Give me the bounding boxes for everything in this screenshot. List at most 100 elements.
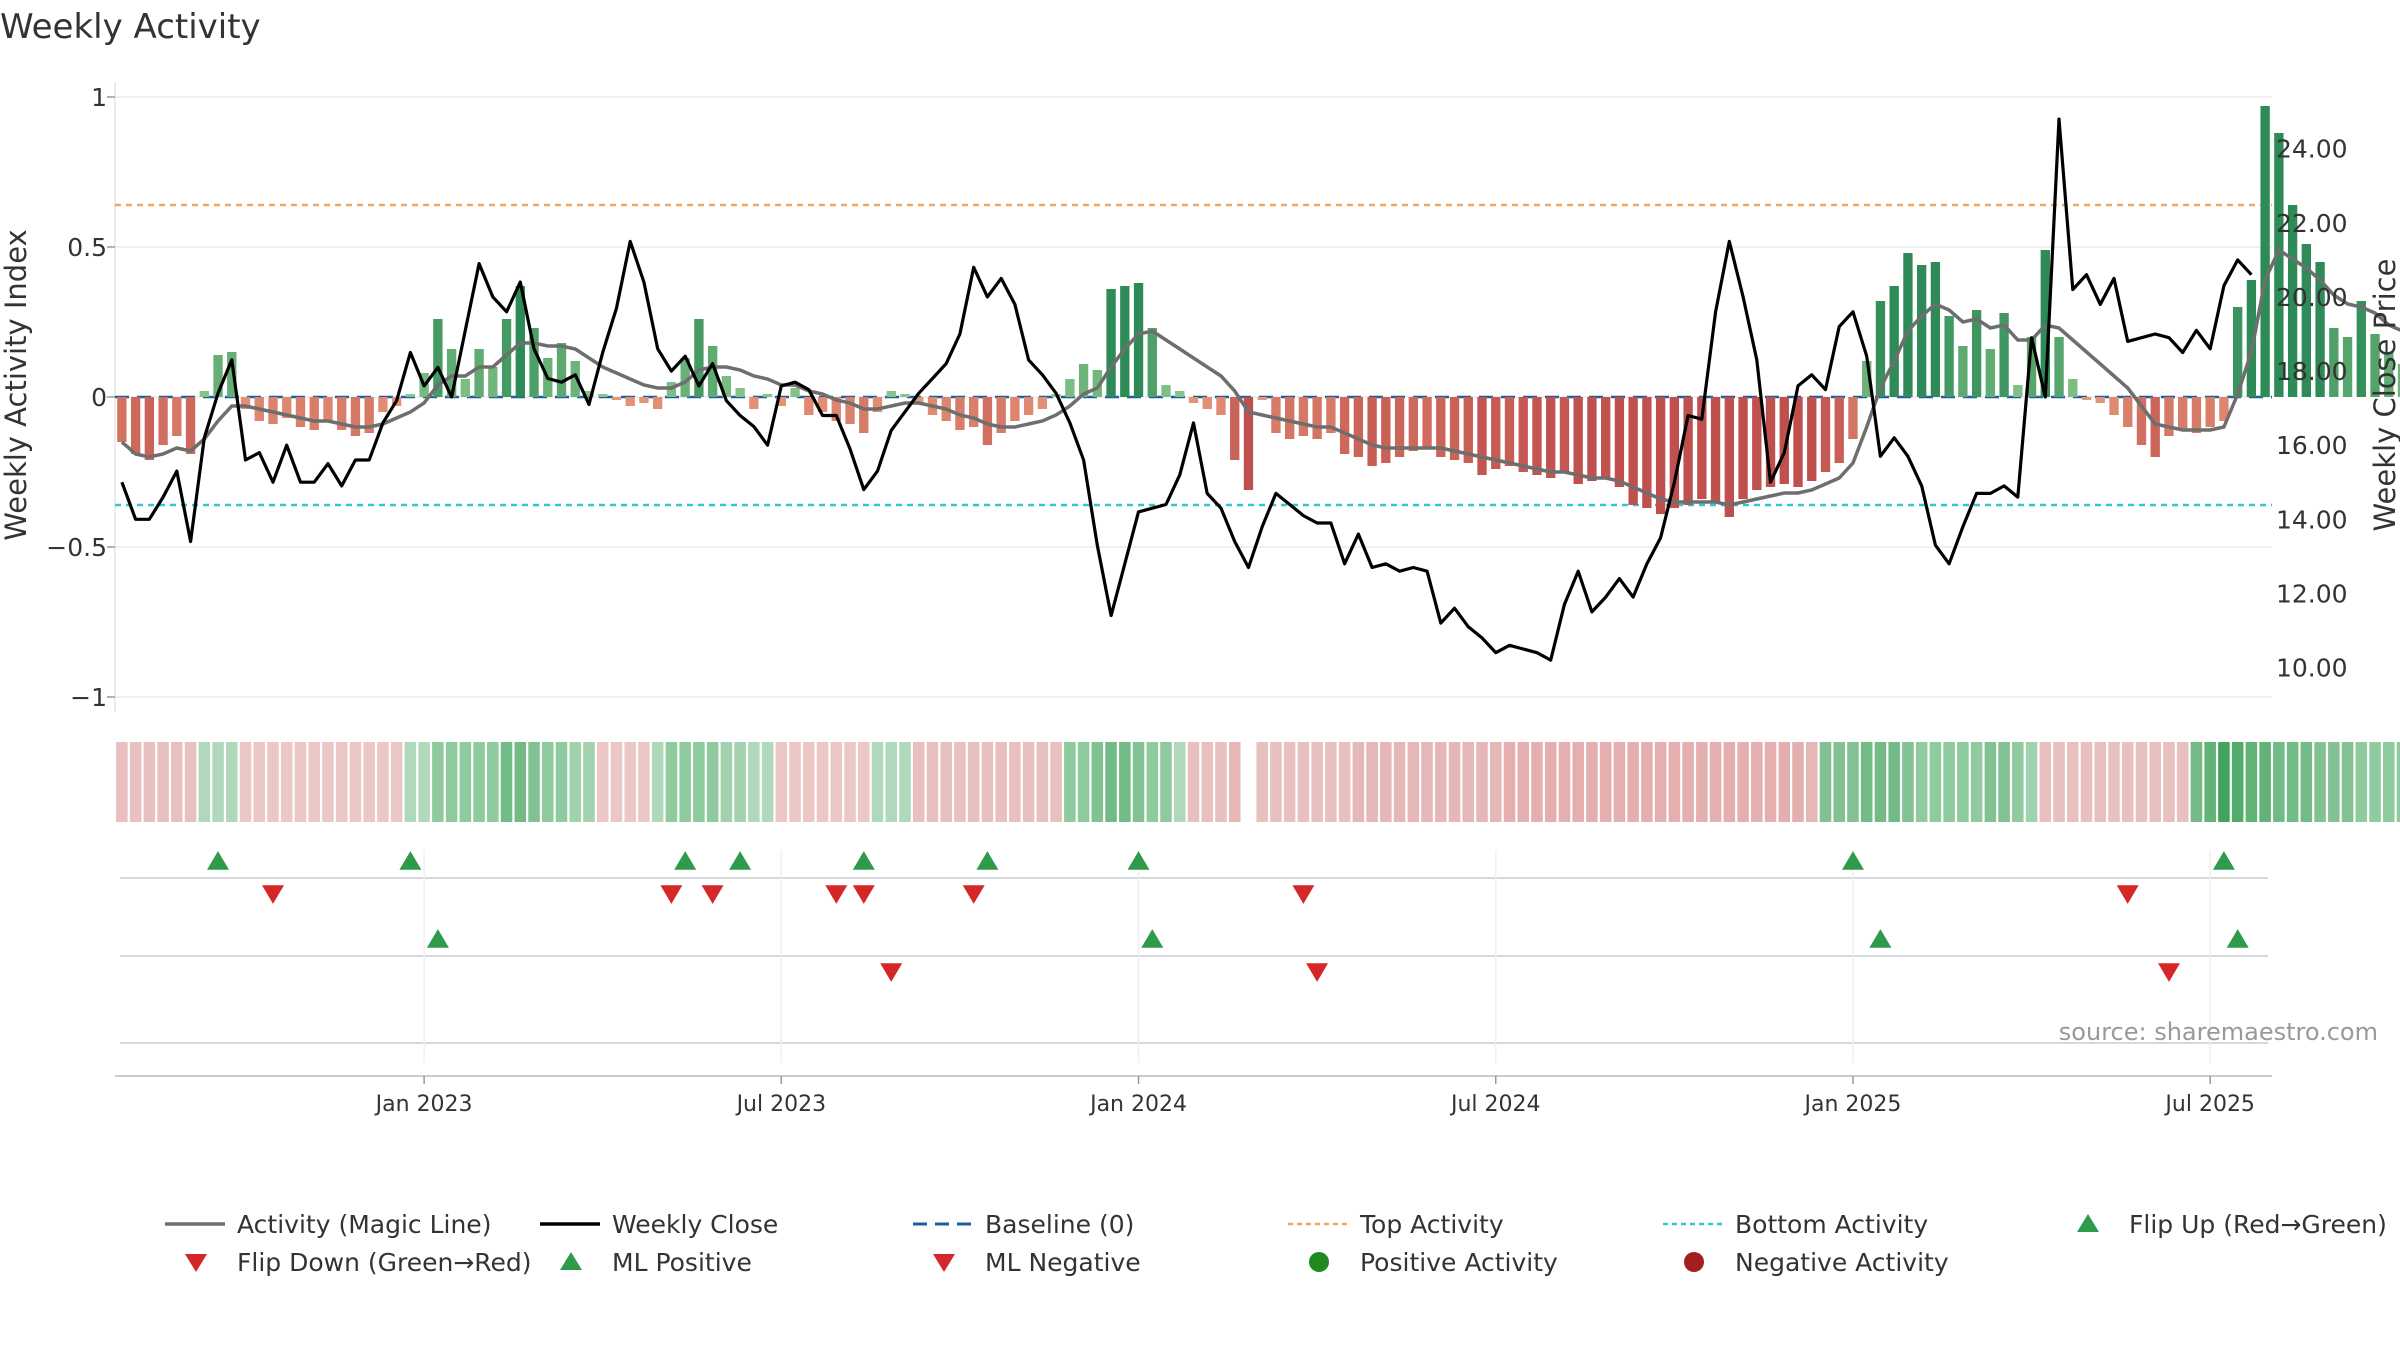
heat-cell	[885, 742, 898, 822]
activity-bar	[1971, 310, 1982, 397]
heat-cell	[1517, 742, 1530, 822]
heat-cell	[1654, 742, 1667, 822]
activity-bar	[1779, 397, 1789, 484]
activity-bar	[1023, 397, 1034, 415]
activity-bar	[1422, 397, 1432, 448]
ml-positive-marker	[1141, 929, 1164, 948]
activity-bar	[598, 394, 608, 397]
activity-bar	[914, 397, 924, 403]
flip-up-marker	[852, 851, 875, 870]
activity-bar	[762, 394, 773, 397]
heat-cell	[390, 742, 403, 822]
heat-cell	[1462, 742, 1475, 822]
heat-cell	[1146, 742, 1159, 822]
heat-cell	[2341, 742, 2354, 822]
activity-bar	[2301, 244, 2312, 397]
heat-cell	[1613, 742, 1626, 822]
activity-bar	[1010, 397, 1020, 421]
activity-heatmap-strip	[116, 742, 2400, 822]
heat-cell	[899, 742, 911, 822]
heat-cell	[404, 742, 417, 822]
heat-cell	[294, 742, 307, 822]
ml-negative-marker	[1306, 963, 1329, 982]
heat-cell	[267, 742, 279, 822]
heat-cell	[2094, 742, 2107, 822]
flip-up-marker	[674, 851, 697, 870]
heat-cell	[1957, 742, 1969, 822]
activity-bar	[2356, 301, 2366, 397]
heat-cell	[2355, 742, 2368, 822]
activity-bar	[1793, 397, 1803, 487]
heat-cell	[1902, 742, 1914, 822]
heat-cell	[995, 742, 1007, 822]
activity-bar	[1504, 397, 1515, 466]
activity-bar	[405, 394, 416, 397]
activity-bar	[2109, 397, 2119, 415]
y-axis-label: Weekly Activity Index	[0, 229, 33, 540]
heat-cell	[1407, 742, 1420, 822]
source-label: source: sharemaestro.com	[2059, 1018, 2378, 1046]
activity-bar	[1875, 301, 1886, 397]
y-axis-left: 1 0.5 0 −0.5 −1	[46, 83, 115, 712]
activity-bar	[749, 397, 759, 409]
heat-cell	[1297, 742, 1310, 822]
heat-cell	[1132, 742, 1145, 822]
activity-bar	[2054, 337, 2064, 397]
heat-cell	[473, 742, 485, 822]
legend-label: Flip Down (Green→Red)	[237, 1248, 532, 1277]
activity-bar	[529, 328, 539, 397]
heat-cell	[1435, 742, 1447, 822]
heat-cell	[445, 742, 458, 822]
activity-bar	[2370, 334, 2380, 397]
activity-bar	[1078, 364, 1089, 397]
heat-cell	[1599, 742, 1612, 822]
heat-cell	[1077, 742, 1090, 822]
activity-bar	[2232, 307, 2243, 397]
heat-cell	[1119, 742, 1131, 822]
heat-cell	[1531, 742, 1543, 822]
heat-cell	[2300, 742, 2313, 822]
heat-cell	[2121, 742, 2134, 822]
heat-cell	[1228, 742, 1241, 822]
heat-cell	[1091, 742, 1104, 822]
legend-label: ML Positive	[612, 1248, 752, 1277]
heat-cell	[363, 742, 375, 822]
activity-bar	[2136, 397, 2147, 445]
activity-bar	[1573, 397, 1583, 484]
activity-bar	[1518, 397, 1528, 472]
y2-tick-label: 10.00	[2276, 654, 2348, 683]
flip-up-marker	[2212, 851, 2235, 870]
activity-bar	[1930, 262, 1941, 397]
heat-cell	[2245, 742, 2258, 822]
heat-cell	[1970, 742, 1983, 822]
legend-swatch	[2077, 1214, 2099, 1232]
heat-cell	[638, 742, 650, 822]
magic-line	[120, 247, 2400, 507]
activity-bar	[1559, 397, 1570, 472]
heat-cell	[514, 742, 527, 822]
heat-cell	[940, 742, 952, 822]
flip-down-marker	[962, 885, 985, 904]
heat-cell	[1050, 742, 1062, 822]
activity-bar	[1216, 397, 1226, 415]
heat-cell	[1173, 742, 1186, 822]
legend-swatch	[933, 1254, 955, 1272]
activity-bar	[2260, 106, 2270, 397]
legend-swatch	[185, 1254, 207, 1272]
activity-bar	[350, 397, 361, 436]
activity-bar	[1655, 397, 1666, 514]
heat-cell	[734, 742, 746, 822]
heat-cell	[624, 742, 636, 822]
activity-bar	[2397, 364, 2400, 397]
activity-bar	[1669, 397, 1680, 508]
x-tick-label: Jul 2025	[2163, 1092, 2255, 1117]
heat-cell	[1819, 742, 1832, 822]
heat-cell	[280, 742, 293, 822]
activity-bar	[1587, 397, 1597, 481]
flip-up-marker	[207, 851, 229, 870]
heat-cell	[2108, 742, 2120, 822]
activity-bar	[653, 397, 663, 409]
activity-bar	[2219, 397, 2229, 421]
legend-label: ML Negative	[985, 1248, 1141, 1277]
heat-cell	[693, 742, 705, 822]
